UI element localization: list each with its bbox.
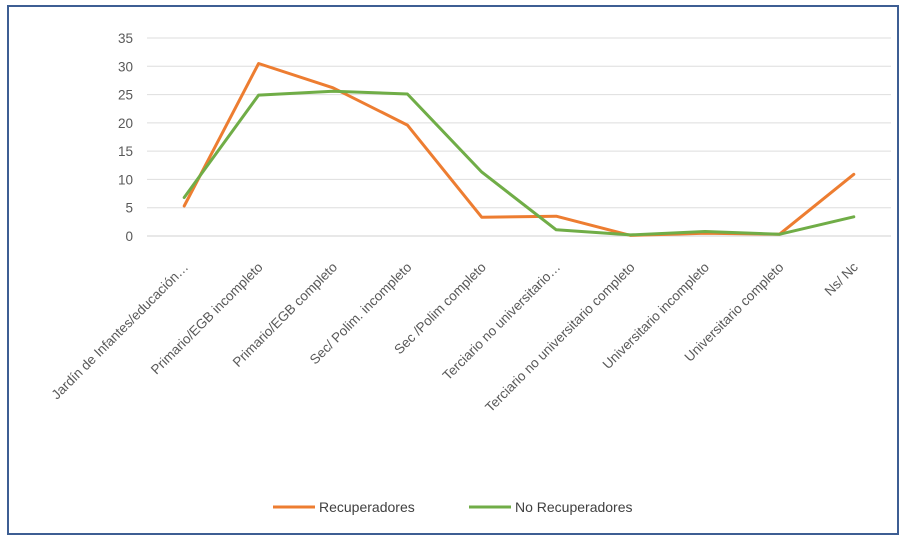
- data-point: [555, 215, 558, 218]
- data-point: [406, 93, 409, 96]
- y-tick-label: 0: [125, 229, 133, 244]
- data-point: [183, 196, 186, 199]
- gridlines: [147, 37, 891, 237]
- x-tick-label: Terciario no universitario…: [440, 260, 564, 384]
- y-tick-label: 20: [118, 116, 133, 131]
- data-point: [183, 205, 186, 208]
- legend-label: Recuperadores: [319, 499, 415, 515]
- data-point: [480, 216, 483, 219]
- x-tick-label: Ns/ Nc: [822, 259, 861, 298]
- data-point: [257, 94, 260, 97]
- chart-frame: 0 5 10 15 20 25 30 35 Jardín de Infantes/educac…: [7, 5, 899, 535]
- data-point: [852, 215, 855, 218]
- series-line-no-recuperadores: [182, 89, 856, 237]
- x-tick-label: Terciario no universitario completo: [482, 260, 637, 415]
- data-point: [332, 86, 335, 89]
- y-tick-label: 35: [118, 31, 133, 46]
- line-chart: 0 5 10 15 20 25 30 35 Jardín de Infantes/educac…: [49, 31, 891, 515]
- series-lines: [182, 62, 856, 237]
- data-point: [778, 233, 781, 236]
- x-tick-label: Jardín de Infantes/educación…: [49, 260, 192, 403]
- data-point: [332, 90, 335, 93]
- data-point: [852, 173, 855, 176]
- y-axis-ticks: 0 5 10 15 20 25 30 35: [118, 31, 133, 244]
- legend-label: No Recuperadores: [515, 499, 633, 515]
- data-point: [555, 228, 558, 231]
- data-point: [257, 62, 260, 65]
- data-point: [704, 230, 707, 233]
- y-tick-label: 25: [118, 88, 133, 103]
- data-point: [406, 124, 409, 127]
- data-point: [480, 171, 483, 174]
- legend: Recuperadores No Recuperadores: [273, 499, 633, 515]
- x-axis-ticks: Jardín de Infantes/educación…Primario/EG…: [49, 259, 862, 415]
- y-tick-label: 30: [118, 59, 133, 74]
- series-line-recuperadores: [182, 62, 856, 237]
- y-tick-label: 15: [118, 144, 133, 159]
- data-point: [629, 233, 632, 236]
- y-tick-label: 5: [125, 201, 133, 216]
- y-tick-label: 10: [118, 172, 133, 187]
